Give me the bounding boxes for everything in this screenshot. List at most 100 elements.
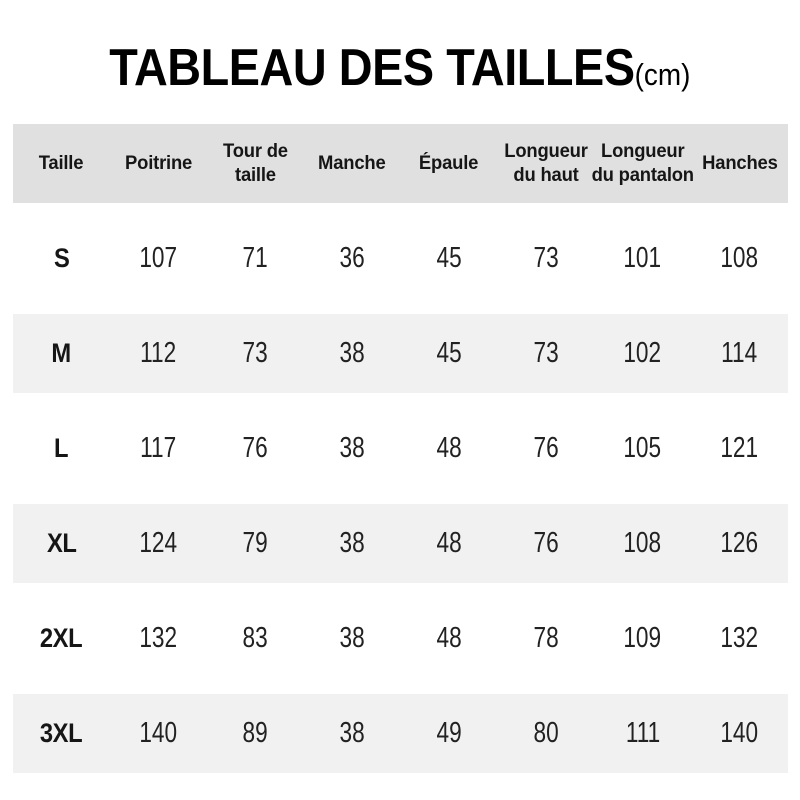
table-header-row: Taille Poitrine Tour de taille Manche Ép…: [13, 116, 788, 211]
value-cell: 83: [207, 591, 304, 686]
value-cell: 105: [594, 401, 691, 496]
value-cell: 45: [401, 306, 498, 401]
value-label: 76: [533, 527, 559, 559]
column-header-label: Poitrine: [124, 152, 192, 174]
table-row-l: L 117 76 38 48 76 105 121: [13, 401, 788, 496]
value-cell: 140: [110, 686, 207, 781]
value-label: 126: [720, 527, 759, 559]
title-unit-label: (cm): [634, 57, 691, 92]
value-label: 38: [339, 337, 365, 369]
value-label: 49: [436, 717, 462, 749]
title-text: TABLEAU DES TAILLES: [109, 39, 635, 97]
value-cell: 45: [401, 211, 498, 306]
value-cell: 117: [110, 401, 207, 496]
value-label: 111: [625, 717, 660, 749]
size-cell: S: [13, 211, 110, 306]
value-cell: 78: [497, 591, 594, 686]
size-cell: M: [13, 306, 110, 401]
value-cell: 76: [497, 401, 594, 496]
value-cell: 89: [207, 686, 304, 781]
table-row-3xl: 3XL 140 89 38 49 80 111 140: [13, 686, 788, 781]
header-row-background: [13, 124, 788, 203]
column-header-manche: Manche: [304, 116, 401, 211]
value-label: 112: [140, 337, 177, 369]
value-label: 121: [720, 432, 759, 464]
value-label: 114: [721, 337, 758, 369]
stripe-row-background: [13, 694, 788, 773]
value-label: 45: [436, 337, 462, 369]
size-label: L: [54, 433, 69, 463]
value-label: 102: [623, 337, 662, 369]
value-cell: 48: [401, 401, 498, 496]
size-label: 3XL: [40, 718, 83, 748]
size-cell: L: [13, 401, 110, 496]
column-header-hanches: Hanches: [691, 116, 788, 211]
value-label: 76: [533, 432, 559, 464]
value-label: 48: [436, 622, 462, 654]
table-row-xl: XL 124 79 38 48 76 108 126: [13, 496, 788, 591]
value-cell: 126: [691, 496, 788, 591]
page-title: TABLEAU DES TAILLES(cm): [0, 42, 800, 101]
column-header-label: Tour de taille: [222, 140, 288, 186]
value-cell: 108: [594, 496, 691, 591]
title-inner: TABLEAU DES TAILLES(cm): [109, 42, 690, 101]
value-cell: 101: [594, 211, 691, 306]
value-label: 48: [436, 527, 462, 559]
value-cell: 80: [497, 686, 594, 781]
value-label: 45: [436, 242, 462, 274]
value-cell: 36: [304, 211, 401, 306]
column-header-tour-de-taille: Tour de taille: [207, 116, 304, 211]
value-label: 38: [339, 432, 365, 464]
column-header-label: Hanches: [701, 152, 778, 174]
value-cell: 140: [691, 686, 788, 781]
value-cell: 132: [110, 591, 207, 686]
value-label: 107: [139, 242, 178, 274]
column-header-poitrine: Poitrine: [110, 116, 207, 211]
column-header-label: Manche: [318, 152, 386, 174]
value-label: 124: [139, 527, 178, 559]
column-header-label: Longueur du pantalon: [591, 140, 694, 186]
column-header-taille: Taille: [13, 116, 110, 211]
table-row-2xl: 2XL 132 83 38 48 78 109 132: [13, 591, 788, 686]
stripe-row-background: [13, 314, 788, 393]
value-label: 73: [533, 242, 559, 274]
value-cell: 49: [401, 686, 498, 781]
value-label: 101: [623, 242, 662, 274]
column-header-label: Longueur du haut: [504, 140, 588, 186]
column-header-epaule: Épaule: [401, 116, 498, 211]
value-label: 78: [533, 622, 559, 654]
value-cell: 102: [594, 306, 691, 401]
value-label: 48: [436, 432, 462, 464]
size-cell: 2XL: [13, 591, 110, 686]
value-cell: 112: [110, 306, 207, 401]
column-header-label: Épaule: [419, 152, 479, 174]
value-label: 89: [242, 717, 268, 749]
value-label: 83: [242, 622, 268, 654]
value-label: 76: [242, 432, 268, 464]
size-label: M: [51, 338, 72, 368]
value-cell: 79: [207, 496, 304, 591]
value-cell: 121: [691, 401, 788, 496]
value-label: 73: [533, 337, 559, 369]
value-cell: 111: [594, 686, 691, 781]
value-cell: 48: [401, 496, 498, 591]
size-table: Taille Poitrine Tour de taille Manche Ép…: [13, 116, 788, 781]
value-label: 79: [242, 527, 268, 559]
size-cell: 3XL: [13, 686, 110, 781]
value-cell: 38: [304, 306, 401, 401]
value-cell: 109: [594, 591, 691, 686]
value-cell: 71: [207, 211, 304, 306]
value-cell: 73: [207, 306, 304, 401]
stripe-row-background: [13, 504, 788, 583]
column-header-label: Taille: [39, 152, 84, 174]
value-cell: 132: [691, 591, 788, 686]
size-label: S: [53, 243, 70, 273]
value-label: 38: [339, 622, 365, 654]
value-cell: 48: [401, 591, 498, 686]
value-cell: 114: [691, 306, 788, 401]
value-label: 73: [242, 337, 268, 369]
value-label: 117: [140, 432, 177, 464]
size-label: XL: [46, 528, 77, 558]
value-label: 36: [339, 242, 365, 274]
